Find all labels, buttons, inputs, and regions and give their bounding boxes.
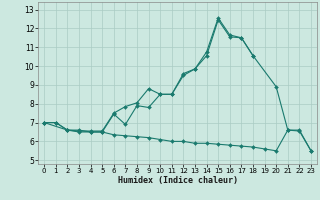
X-axis label: Humidex (Indice chaleur): Humidex (Indice chaleur) — [118, 176, 238, 185]
